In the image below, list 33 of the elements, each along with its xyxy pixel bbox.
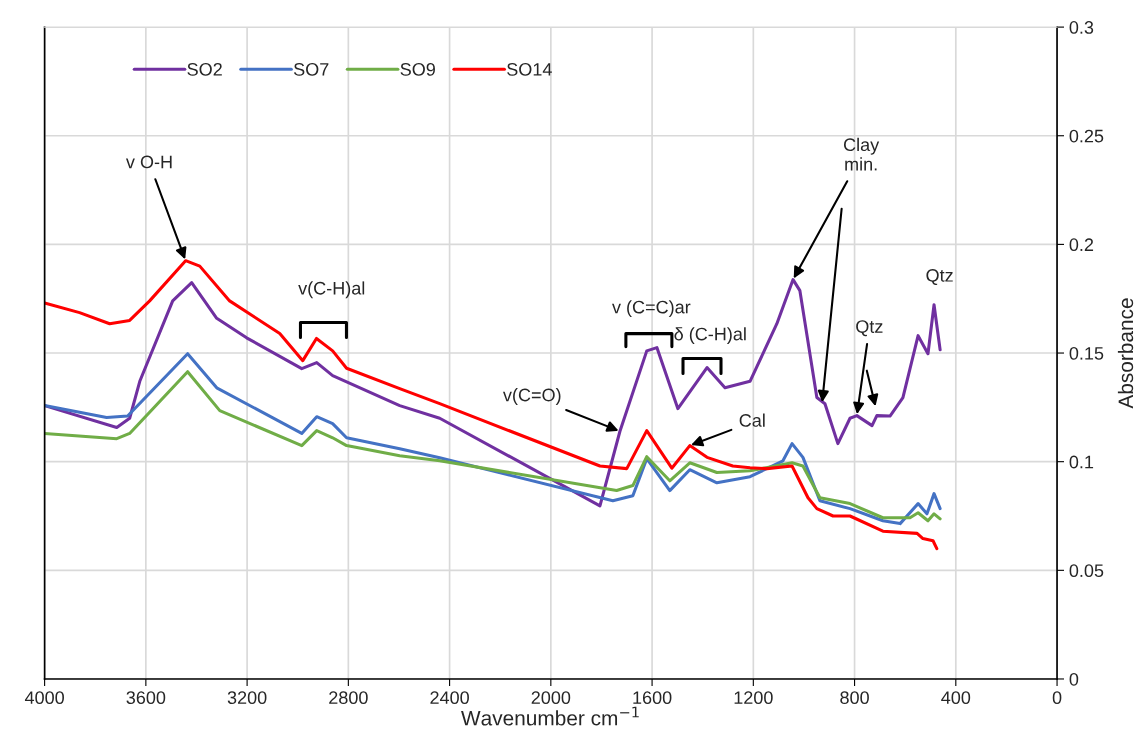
x-tick-label: 2400 [430, 691, 469, 705]
annotation: Cal [739, 413, 765, 427]
legend-label: SO14 [507, 62, 552, 76]
y-tick-label: 0.15 [1069, 346, 1104, 360]
x-tick-label: 3200 [227, 691, 267, 705]
annotation: Qtz [856, 320, 883, 337]
legend-label: SO9 [400, 62, 435, 76]
annotation: v (C=C)ar [612, 300, 691, 318]
x-tick-label: 1600 [633, 691, 672, 705]
y-tick-label: 0.2 [1069, 238, 1094, 252]
y-tick-label: 0.1 [1069, 455, 1094, 469]
y-tick-label: 0.3 [1069, 21, 1094, 34]
annotation: Qtz [926, 269, 953, 286]
x-tick-label: 3600 [126, 691, 166, 705]
annotation: v O-H [125, 155, 172, 169]
y-axis-title: Absorbance [1117, 298, 1134, 409]
legend-label: SO7 [293, 62, 329, 76]
x-tick-label: 0 [1052, 691, 1062, 705]
x-tick-label: 2800 [329, 691, 368, 705]
annotation: v(C-H)al [298, 281, 365, 299]
y-tick-label: 0.05 [1069, 564, 1104, 578]
x-tick-label: 2000 [531, 691, 571, 705]
annotation: δ (C-H)al [674, 327, 746, 344]
annotation: Clay min. [843, 137, 880, 171]
x-tick-label: 400 [941, 691, 971, 705]
y-tick-label: 0.25 [1069, 129, 1104, 143]
legend-label: SO2 [187, 62, 222, 76]
annotation: v(C=O) [502, 388, 561, 405]
x-tick-label: 800 [840, 691, 869, 705]
y-tick-label: 0 [1069, 672, 1079, 686]
x-axis-title: Wavenumber cm$^{−1}$ [461, 706, 639, 726]
x-tick-label: 4000 [24, 691, 64, 705]
x-tick-label: 1200 [734, 691, 773, 705]
